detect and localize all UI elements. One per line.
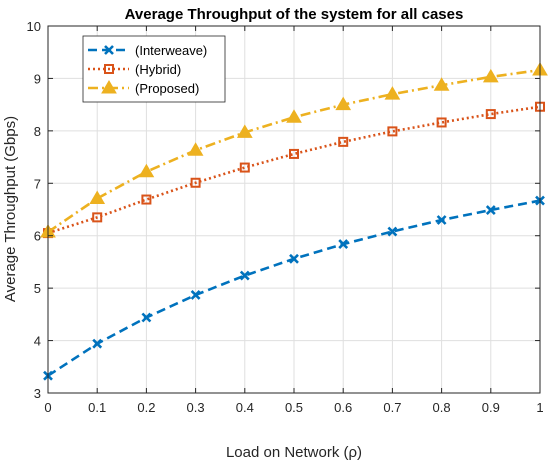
tick-labels: 0 0.1 0.2 0.3 0.4 0.5 0.6 0.7 0.8 0.9 1 3 4 5 6 7 8 9 10 xyxy=(27,19,544,415)
data-point xyxy=(141,312,152,323)
x-tick-label: 0 xyxy=(44,400,51,415)
x-tick-label: 0.8 xyxy=(433,400,451,415)
y-tick-label: 3 xyxy=(34,386,41,401)
x-axis-title: Load on Network (ρ) xyxy=(226,444,362,461)
x-tick-label: 0.4 xyxy=(236,400,254,415)
data-point xyxy=(236,124,253,138)
x-tick-label: 0.2 xyxy=(137,400,155,415)
data-point xyxy=(485,205,496,215)
x-tick-label: 0.6 xyxy=(334,400,352,415)
legend-label: (Hybrid) xyxy=(135,62,181,77)
data-point xyxy=(436,215,447,225)
data-point xyxy=(485,109,496,120)
data-point xyxy=(436,117,447,128)
y-axis-title: Average Throughput (Gbps) xyxy=(2,116,19,302)
data-point xyxy=(387,126,398,137)
x-tick-label: 0.9 xyxy=(482,400,500,415)
data-point xyxy=(289,148,299,159)
legend-label: (Proposed) xyxy=(135,81,199,96)
data-point xyxy=(89,190,106,204)
x-tick-label: 0.5 xyxy=(285,400,303,415)
series-group xyxy=(40,62,548,381)
data-point xyxy=(433,77,450,91)
series-0 xyxy=(43,195,545,381)
data-point xyxy=(289,253,299,264)
data-point xyxy=(387,226,398,237)
data-point xyxy=(92,212,103,223)
data-point xyxy=(141,194,152,205)
legend-item: (Proposed) xyxy=(88,80,199,96)
x-tick-label: 0.1 xyxy=(88,400,106,415)
series-line xyxy=(47,105,541,235)
y-tick-label: 9 xyxy=(34,71,41,86)
data-point xyxy=(239,270,250,281)
legend-marker xyxy=(104,64,114,74)
data-point xyxy=(338,239,349,250)
x-tick-label: 1 xyxy=(536,400,543,415)
legend-item: (Interweave) xyxy=(88,43,207,58)
x-tick-label: 0.7 xyxy=(383,400,401,415)
data-point xyxy=(190,177,201,188)
data-point xyxy=(190,290,201,300)
x-tick-label: 0.3 xyxy=(187,400,205,415)
data-point xyxy=(335,96,352,111)
legend: (Interweave) (Hybrid) (Proposed) xyxy=(82,35,226,103)
legend-marker xyxy=(104,45,114,55)
legend-marker xyxy=(101,80,117,94)
data-point xyxy=(138,163,155,178)
data-point xyxy=(92,338,103,349)
data-point xyxy=(187,142,204,156)
chart-title: Average Throughput of the system for all… xyxy=(125,6,464,23)
y-tick-label: 7 xyxy=(34,176,41,191)
data-point xyxy=(384,86,401,100)
data-point xyxy=(482,68,499,83)
y-tick-label: 8 xyxy=(34,124,41,139)
data-point xyxy=(338,136,349,147)
y-tick-label: 4 xyxy=(34,334,41,349)
y-tick-label: 5 xyxy=(34,281,41,296)
y-tick-label: 6 xyxy=(34,229,41,244)
legend-item: (Hybrid) xyxy=(88,62,181,77)
series-line xyxy=(47,68,541,234)
y-tick-label: 10 xyxy=(27,19,41,34)
data-point xyxy=(239,162,250,173)
legend-label: (Interweave) xyxy=(135,43,207,58)
data-point xyxy=(286,109,302,123)
